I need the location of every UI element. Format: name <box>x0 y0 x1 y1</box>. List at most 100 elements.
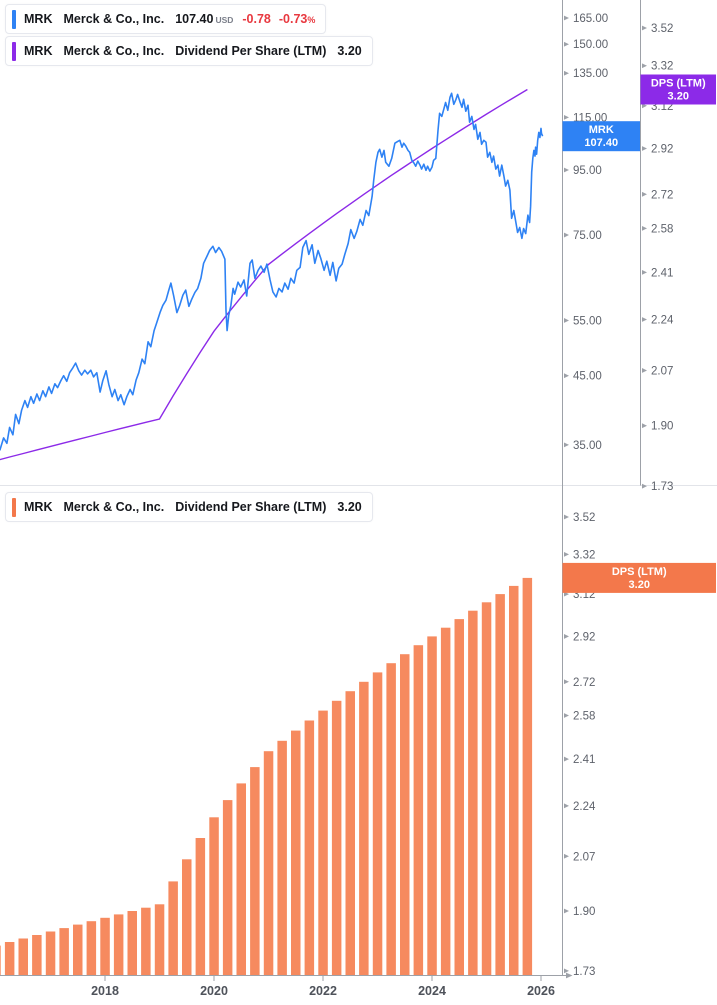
dps-bar <box>86 921 97 975</box>
dps-bar <box>331 700 342 975</box>
dps-bar <box>45 931 56 975</box>
metric-value: 3.20 <box>337 44 362 58</box>
dps-bottom-tick-label[interactable]: 2.72 <box>573 677 595 689</box>
dps-bar <box>345 691 355 975</box>
dps-top-tick-label[interactable]: 1.73 <box>651 481 673 493</box>
dps-top-badge-line1: DPS (LTM) <box>651 78 706 90</box>
dps-top-tick-label[interactable]: 2.58 <box>651 223 673 235</box>
dps-top-badge <box>640 74 716 105</box>
dps-bottom-tick-label-mark <box>564 803 569 809</box>
price-tick-label-mark <box>564 373 569 379</box>
dps-bottom-tick-label[interactable]: 2.07 <box>573 851 595 863</box>
price-tick-label-mark <box>564 15 569 21</box>
year-label[interactable]: 2024 <box>418 984 446 998</box>
metric-value: 3.20 <box>337 500 362 514</box>
dps-top-tick-label-mark <box>642 25 647 31</box>
dps-bar <box>400 654 410 975</box>
dps-top-tick-label-mark <box>642 103 647 109</box>
dps-bar <box>209 817 219 975</box>
dps-top-tick-label[interactable]: 3.52 <box>651 23 673 35</box>
dps-bottom-badge-line2: 3.20 <box>629 579 650 591</box>
company-name: Merck & Co., Inc. <box>63 44 165 58</box>
dps-bar <box>32 935 42 975</box>
price-tick-label[interactable]: 150.00 <box>573 39 608 51</box>
dps-bottom-tick-label-mark <box>564 756 569 762</box>
price-tick-label-mark <box>564 167 569 173</box>
dps-top-badge-line2: 3.20 <box>668 91 689 103</box>
dps-bar <box>4 942 15 975</box>
dps-bar <box>0 945 1 975</box>
dps-bar <box>372 672 383 975</box>
metric-name: Dividend Per Share (LTM) <box>175 44 327 58</box>
dps-bar <box>454 619 464 975</box>
legend-dps-overlay-row[interactable]: MRK Merck & Co., Inc. Dividend Per Share… <box>5 36 373 66</box>
price-tick-label-mark <box>564 41 569 47</box>
dps-bottom-tick-label[interactable]: 2.92 <box>573 631 595 643</box>
dps-bottom-tick-label[interactable]: 1.73 <box>573 966 595 978</box>
last-price: 107.40 <box>175 12 214 26</box>
price-tick-label-mark <box>564 114 569 120</box>
time-axis-arrow <box>566 972 573 979</box>
dps-bottom-tick-label[interactable]: 2.41 <box>573 754 595 766</box>
dps-top-tick-label-mark <box>642 225 647 231</box>
dps-bar <box>440 627 451 975</box>
year-label[interactable]: 2022 <box>309 984 337 998</box>
price-tick-label[interactable]: 75.00 <box>573 230 602 242</box>
dps-bar <box>250 767 260 975</box>
dps-bottom-tick-label[interactable]: 1.90 <box>573 906 595 918</box>
dps-top-tick-label-mark <box>642 317 647 322</box>
dps-bar <box>495 594 505 975</box>
dps-top-tick-label[interactable]: 2.41 <box>651 267 673 279</box>
price-change: -0.78 <box>242 12 271 26</box>
company-name: Merck & Co., Inc. <box>63 12 165 26</box>
price-tick-label[interactable]: 135.00 <box>573 68 608 80</box>
dps-bottom-tick-label[interactable]: 2.24 <box>573 801 596 813</box>
price-tick-label[interactable]: 165.00 <box>573 13 608 25</box>
dps-top-tick-label[interactable]: 2.24 <box>651 315 674 327</box>
dps-bar <box>413 645 424 975</box>
dps-top-tick-label[interactable]: 2.92 <box>651 144 673 156</box>
dps-bar <box>100 917 110 975</box>
dps-bar <box>154 904 165 975</box>
dps-bar <box>263 751 274 975</box>
dps-bar-color-bar <box>12 497 16 517</box>
company-name: Merck & Co., Inc. <box>63 500 165 514</box>
price-tick-label[interactable]: 45.00 <box>573 371 602 383</box>
price-line <box>0 92 544 451</box>
currency-label: USD <box>215 15 234 25</box>
price-tick-label[interactable]: 55.00 <box>573 315 602 327</box>
dps-top-tick-label[interactable]: 2.07 <box>651 365 673 377</box>
dps-bottom-tick-label[interactable]: 3.52 <box>573 512 595 524</box>
dps-top-tick-label[interactable]: 3.32 <box>651 61 673 73</box>
price-change-percent: -0.73% <box>278 12 316 26</box>
year-label[interactable]: 2020 <box>200 984 228 998</box>
price-tick-label-mark <box>564 232 569 238</box>
dps-bottom-tick-label-mark <box>564 679 569 685</box>
price-tick-label[interactable]: 35.00 <box>573 440 602 452</box>
dps-bar <box>73 924 83 975</box>
dps-bar <box>291 730 301 975</box>
dps-bottom-tick-label[interactable]: 3.32 <box>573 549 595 561</box>
dps-bottom-tick-label-mark <box>564 713 569 718</box>
dps-top-tick-label-mark <box>642 63 647 69</box>
dps-bar <box>386 663 396 975</box>
year-label[interactable]: 2018 <box>91 984 119 998</box>
dps-top-tick-label[interactable]: 1.90 <box>651 421 673 433</box>
legend-price-row[interactable]: MRK Merck & Co., Inc. 107.40 USD -0.78 -… <box>5 4 327 34</box>
year-label[interactable]: 2026 <box>527 984 555 998</box>
legend-dps-bottom-row[interactable]: MRK Merck & Co., Inc. Dividend Per Share… <box>5 492 373 522</box>
dps-overlay-line <box>0 88 528 461</box>
ticker-symbol: MRK <box>24 500 53 514</box>
dps-bar <box>222 800 233 975</box>
price-tick-label[interactable]: 95.00 <box>573 165 602 177</box>
dps-bar <box>127 911 137 975</box>
dps-bottom-badge <box>562 562 716 593</box>
dps-bar <box>359 681 369 975</box>
dps-bottom-tick-label[interactable]: 2.58 <box>573 711 595 723</box>
price-tick-label-mark <box>564 70 569 76</box>
dps-top-tick-label[interactable]: 2.72 <box>651 189 673 201</box>
dps-bottom-tick-label-mark <box>564 968 569 974</box>
dps-bottom-tick-label-mark <box>564 853 569 859</box>
dps-bar <box>195 838 206 975</box>
